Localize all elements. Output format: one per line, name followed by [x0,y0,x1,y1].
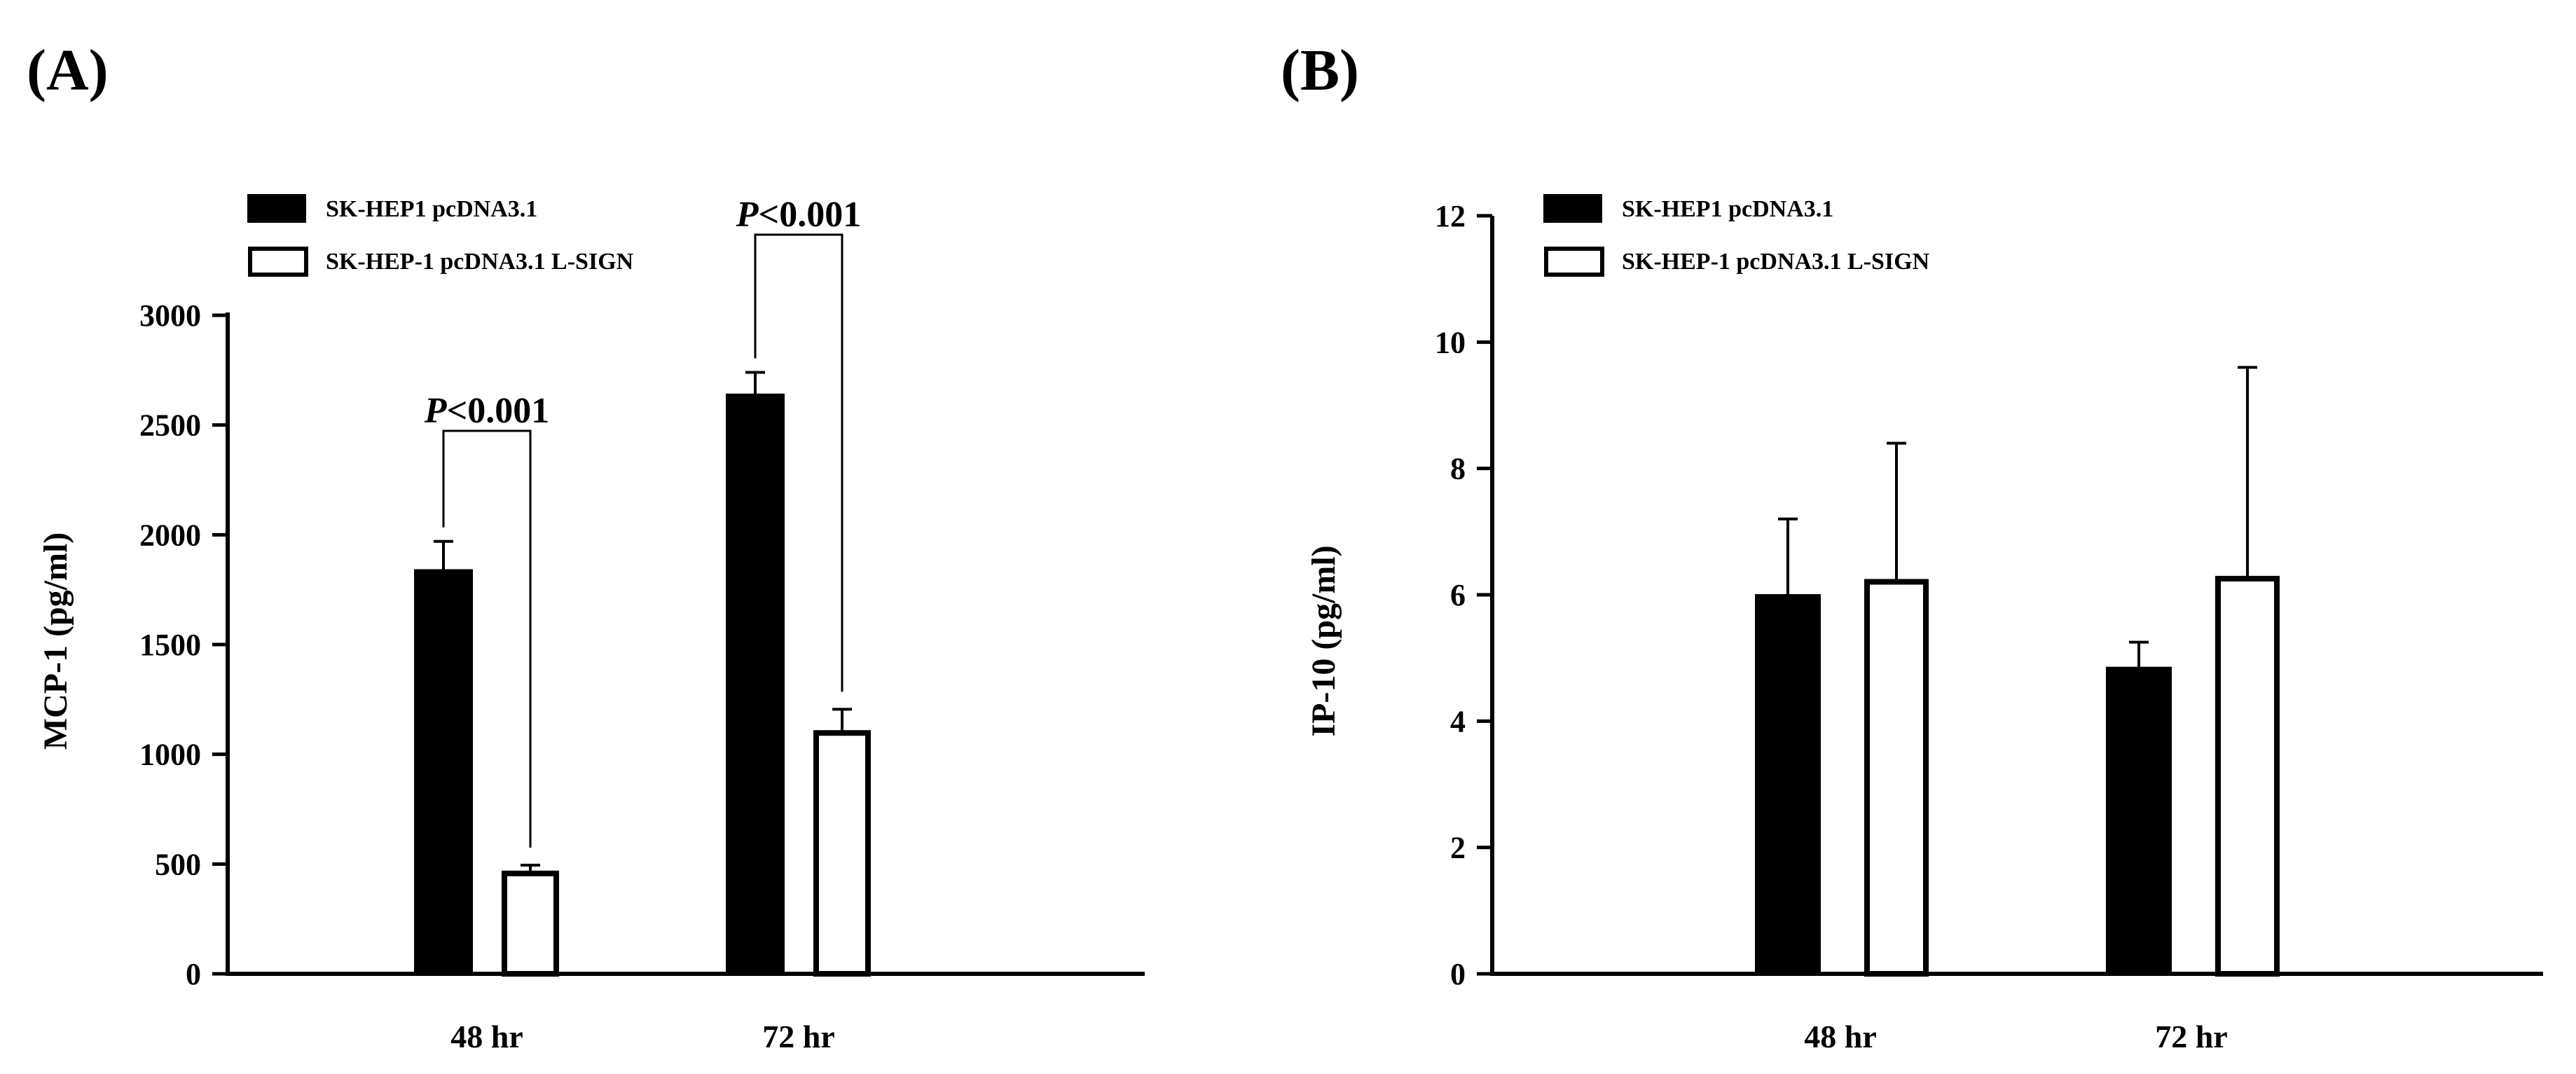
panel-a-y-tick-label: 500 [155,847,201,881]
panel-a-legend-swatch-filled [247,194,306,223]
panel-a-y-tick-label: 1500 [139,628,201,662]
panel-a-bar-filled [726,393,785,975]
panel-a-legend-label-filled: SK-HEP1 pcDNA3.1 [326,196,537,222]
panel-b-y-ticks: 0 2 4 6 8 10 12 [1435,199,1492,991]
panel-a-y-tick-label: 1000 [139,738,201,772]
panel-a-bars [414,371,871,977]
panel-b-y-axis-label: IP-10 (pg/ml) [1305,545,1342,736]
panel-a-y-tick-label: 3000 [139,298,201,333]
panel-a-p-value-italic: P [736,195,759,235]
panel-b-y-tick-label: 10 [1435,325,1466,359]
panel-a: (A) SK-HEP1 pcDNA3.1 SK-HEP-1 pcDNA3.1 L… [27,38,1145,1054]
panel-a-label: (A) [27,38,109,103]
panel-b-y-tick-label: 12 [1435,199,1466,233]
panel-b-bar-filled [1755,594,1821,975]
panel-b-legend-swatch-open [1544,247,1604,277]
panel-b-bar-open [1864,579,1929,977]
panel-b-y-tick-label: 6 [1450,578,1466,612]
panel-b-y-tick-label: 4 [1450,704,1466,738]
panel-a-bar-open [502,870,559,977]
panel-a-bar-filled [414,569,473,975]
panel-a-legend-label-open: SK-HEP-1 pcDNA3.1 L-SIGN [326,249,634,275]
panel-b-legend-label-filled: SK-HEP1 pcDNA3.1 [1622,196,1833,222]
panel-b-legend-swatch-filled [1543,194,1602,223]
panel-b-x-tick-label: 72 hr [2155,1019,2228,1054]
panel-b-x-labels: 48 hr 72 hr [1804,1019,2228,1054]
panel-a-p-value-italic: P [424,391,448,431]
panel-a-p-value-text: <0.001 [759,195,862,235]
panel-a-significance-bracket [754,233,843,692]
panel-a-legend-swatch-open [248,247,308,277]
panel-b-bar-filled [2106,666,2172,975]
panel-b-legend: SK-HEP1 pcDNA3.1 SK-HEP-1 pcDNA3.1 L-SIG… [1543,194,1930,277]
panel-a-y-tick-label: 2000 [139,518,201,552]
panel-a-y-tick-label: 2500 [139,408,201,443]
panel-a-y-tick-label: 0 [186,957,201,991]
panel-b-y-tick-label: 8 [1450,452,1466,486]
panel-a-y-axis-label: MCP-1 (pg/ml) [37,532,74,750]
panel-a-x-tick-label: 48 hr [450,1019,523,1054]
panel-b-label: (B) [1281,38,1359,103]
panel-b-legend-label-open: SK-HEP-1 pcDNA3.1 L-SIGN [1622,249,1930,275]
panel-b-bars [1755,366,2280,977]
panel-b-bar-open [2215,575,2280,977]
panel-a-x-tick-label: 72 hr [762,1019,835,1054]
panel-a-p-value-label: P<0.001 [424,391,549,431]
panel-a-significance-bracket [442,429,532,848]
panel-a-x-labels: 48 hr 72 hr [450,1019,835,1054]
panel-b-x-tick-label: 48 hr [1804,1019,1877,1054]
panel-b-y-tick-label: 0 [1450,957,1466,991]
panel-a-bar-open [813,730,871,977]
panel-a-legend: SK-HEP1 pcDNA3.1 SK-HEP-1 pcDNA3.1 L-SIG… [247,194,634,277]
panel-b: (B) SK-HEP1 pcDNA3.1 SK-HEP-1 pcDNA3.1 L… [1281,38,2543,1054]
panel-b-y-tick-label: 2 [1450,831,1466,865]
panel-a-p-value-label: P<0.001 [736,195,861,235]
panel-a-p-value-text: <0.001 [447,391,550,431]
panel-a-y-ticks: 0 500 1000 1500 2000 2500 3000 [139,298,228,991]
